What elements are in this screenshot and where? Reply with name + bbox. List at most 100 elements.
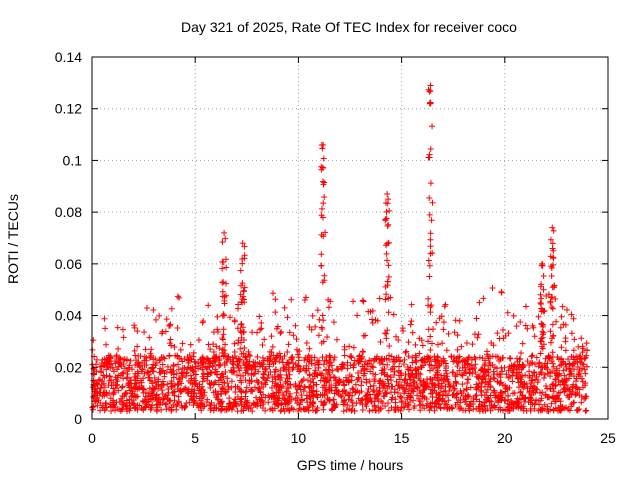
data-point xyxy=(539,407,546,414)
data-point xyxy=(243,356,250,363)
data-point xyxy=(559,377,566,384)
data-point xyxy=(557,407,564,414)
data-point xyxy=(141,370,148,377)
x-tick-label: 5 xyxy=(191,430,199,446)
data-point xyxy=(536,401,543,408)
data-point xyxy=(198,359,205,366)
data-point xyxy=(514,401,521,408)
data-point xyxy=(454,363,461,370)
data-point xyxy=(536,359,543,366)
data-point xyxy=(157,399,164,406)
data-point xyxy=(315,365,322,372)
data-point xyxy=(220,259,227,266)
data-point xyxy=(133,357,140,364)
data-point xyxy=(219,385,226,392)
data-point xyxy=(178,388,185,395)
data-point xyxy=(218,376,225,383)
x-tick-label: 0 xyxy=(88,430,96,446)
data-point xyxy=(546,354,553,361)
data-point xyxy=(219,288,226,295)
data-point xyxy=(444,405,451,412)
data-point xyxy=(320,374,327,381)
data-point xyxy=(537,369,544,376)
data-point xyxy=(428,358,435,365)
data-point xyxy=(328,387,335,394)
data-point xyxy=(142,393,149,400)
data-point xyxy=(517,379,524,386)
data-point xyxy=(346,405,353,412)
data-point xyxy=(432,372,439,379)
data-point xyxy=(473,315,480,322)
data-point xyxy=(499,368,506,375)
data-point xyxy=(560,367,567,374)
data-point xyxy=(437,395,444,402)
data-point xyxy=(152,394,159,401)
data-point xyxy=(437,404,444,411)
data-point xyxy=(571,360,578,367)
data-point xyxy=(241,243,248,250)
data-point xyxy=(322,229,329,236)
data-point xyxy=(363,376,370,383)
data-point xyxy=(422,359,429,366)
data-point xyxy=(223,264,230,271)
data-point xyxy=(358,368,365,375)
data-point xyxy=(242,354,249,361)
data-point xyxy=(121,365,128,372)
data-point xyxy=(426,407,433,414)
data-point xyxy=(520,407,527,414)
data-point xyxy=(533,373,540,380)
data-point xyxy=(425,295,432,302)
data-point xyxy=(251,384,258,391)
data-point xyxy=(509,399,516,406)
data-point xyxy=(94,392,101,399)
data-point xyxy=(242,353,249,360)
data-point xyxy=(319,384,326,391)
data-point xyxy=(569,383,576,390)
data-point xyxy=(288,356,295,363)
data-point xyxy=(314,394,321,401)
data-point xyxy=(343,374,350,381)
data-point xyxy=(146,374,153,381)
data-point xyxy=(268,349,275,356)
data-point xyxy=(453,394,460,401)
data-point xyxy=(385,309,392,316)
x-tick-label: 10 xyxy=(291,430,307,446)
data-point xyxy=(377,339,384,346)
data-point xyxy=(542,355,549,362)
data-point xyxy=(302,384,309,391)
data-point xyxy=(159,361,166,368)
data-point xyxy=(331,390,338,397)
data-point xyxy=(120,369,127,376)
data-point xyxy=(443,392,450,399)
y-tick-label: 0.14 xyxy=(55,49,82,65)
data-point xyxy=(425,384,432,391)
data-point xyxy=(174,380,181,387)
data-point xyxy=(574,358,581,365)
data-point xyxy=(318,262,325,269)
data-point xyxy=(192,359,199,366)
data-point xyxy=(218,398,225,405)
data-point xyxy=(217,361,224,368)
data-point xyxy=(393,354,400,361)
data-point xyxy=(259,341,266,348)
data-point xyxy=(419,342,426,349)
data-point xyxy=(424,376,431,383)
data-point xyxy=(385,273,392,280)
data-point xyxy=(548,358,555,365)
data-point xyxy=(394,389,401,396)
data-point xyxy=(450,387,457,394)
data-point xyxy=(301,357,308,364)
data-point xyxy=(387,389,394,396)
data-point xyxy=(358,397,365,404)
data-point xyxy=(465,354,472,361)
data-point xyxy=(168,378,175,385)
data-point xyxy=(519,364,526,371)
data-point xyxy=(247,352,254,359)
data-point xyxy=(278,328,285,335)
data-point xyxy=(551,282,558,289)
data-point xyxy=(400,361,407,368)
data-point xyxy=(376,360,383,367)
data-point xyxy=(356,389,363,396)
data-point xyxy=(282,401,289,408)
data-point xyxy=(375,404,382,411)
